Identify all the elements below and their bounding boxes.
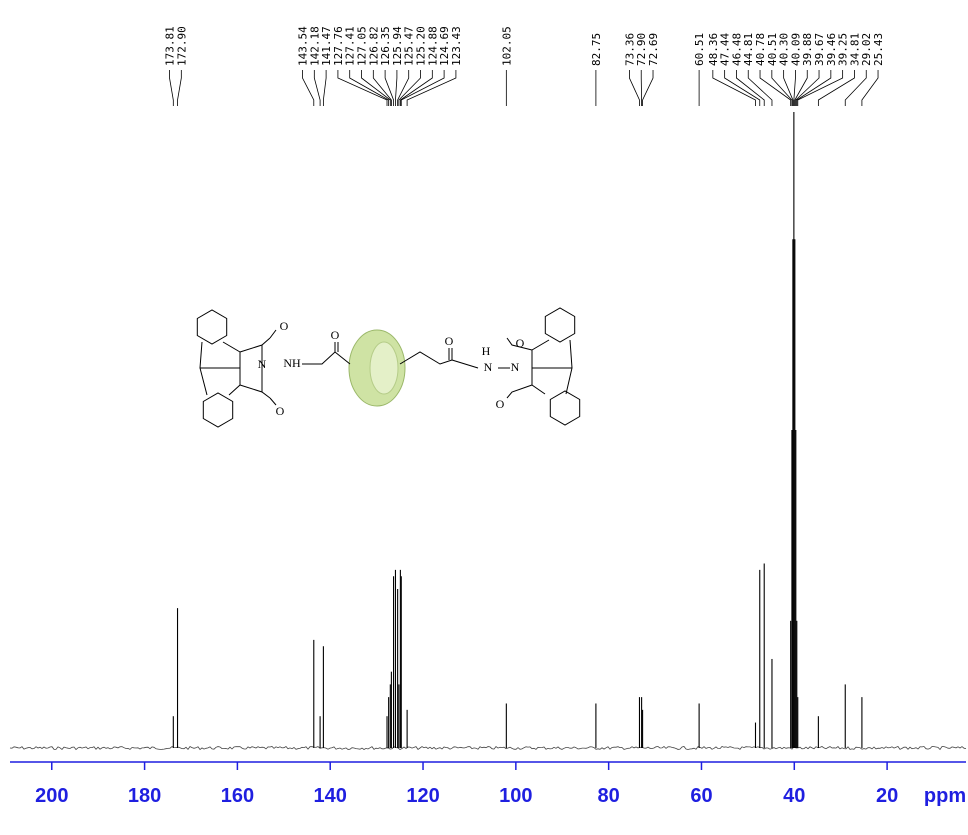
cyclodextrin-cavity (370, 342, 398, 394)
bond (270, 330, 276, 338)
x-tick-label: 160 (221, 785, 254, 807)
atom-label: O (331, 328, 340, 342)
label-leader (303, 70, 314, 106)
bond (302, 352, 350, 364)
bond (400, 352, 452, 364)
label-leader (818, 70, 854, 106)
label-leader (170, 70, 174, 106)
x-tick-label: 60 (690, 785, 712, 807)
x-tick-label: 100 (499, 785, 532, 807)
peak-label: 60.51 (693, 33, 706, 66)
label-leader (362, 70, 391, 106)
atom-label: N (511, 360, 520, 374)
label-leader (395, 70, 396, 106)
label-leader (401, 70, 444, 106)
chart: ONONHOOHNNOO20018016014012010080604020pp… (0, 0, 968, 835)
label-leader (798, 70, 843, 106)
atom-label: N (258, 357, 267, 371)
bond (507, 385, 532, 398)
baseline (10, 747, 966, 750)
atom-label: O (280, 319, 289, 333)
benzene-ring (550, 391, 579, 425)
label-leader (407, 70, 456, 106)
bond (452, 360, 478, 368)
label-leader (772, 70, 792, 106)
benzene-ring (203, 393, 232, 427)
benzene-ring (197, 310, 226, 344)
peak-label: 72.69 (647, 33, 660, 66)
structure (197, 308, 579, 427)
peak-label: 82.75 (590, 33, 603, 66)
bond (566, 340, 572, 394)
peak-label: 172.90 (175, 26, 188, 66)
label-leader (862, 70, 878, 106)
x-tick-label: 80 (598, 785, 620, 807)
peak-label: 25.43 (872, 33, 885, 66)
label-leader (385, 70, 393, 106)
atom-label: O (516, 336, 525, 350)
label-leader (178, 70, 182, 106)
x-axis-label: ppm (924, 785, 966, 807)
bond (240, 338, 270, 352)
x-tick-label: 40 (783, 785, 805, 807)
label-leader (760, 70, 791, 106)
label-leader (314, 70, 320, 106)
x-tick-label: 140 (314, 785, 347, 807)
atom-label: N (484, 360, 493, 374)
peak-label: 123.43 (450, 26, 463, 66)
atom-label: H (482, 344, 491, 358)
label-leader (629, 70, 639, 106)
benzene-ring (545, 308, 574, 342)
label-leader (323, 70, 326, 106)
atom-label: O (445, 334, 454, 348)
label-leader (725, 70, 760, 106)
bond (240, 385, 270, 398)
atom-label: O (496, 397, 505, 411)
label-leader (350, 70, 389, 106)
label-leader (643, 70, 653, 106)
x-tick-label: 20 (876, 785, 898, 807)
atom-label: NH (283, 356, 301, 370)
label-leader (338, 70, 387, 106)
label-leader (845, 70, 866, 106)
x-tick-label: 200 (35, 785, 68, 807)
x-tick-label: 180 (128, 785, 161, 807)
x-tick-label: 120 (406, 785, 439, 807)
label-leader (784, 70, 793, 106)
bond (532, 340, 549, 394)
atom-label: O (276, 404, 285, 418)
label-leader (400, 70, 432, 106)
peak-label: 102.05 (500, 26, 513, 66)
